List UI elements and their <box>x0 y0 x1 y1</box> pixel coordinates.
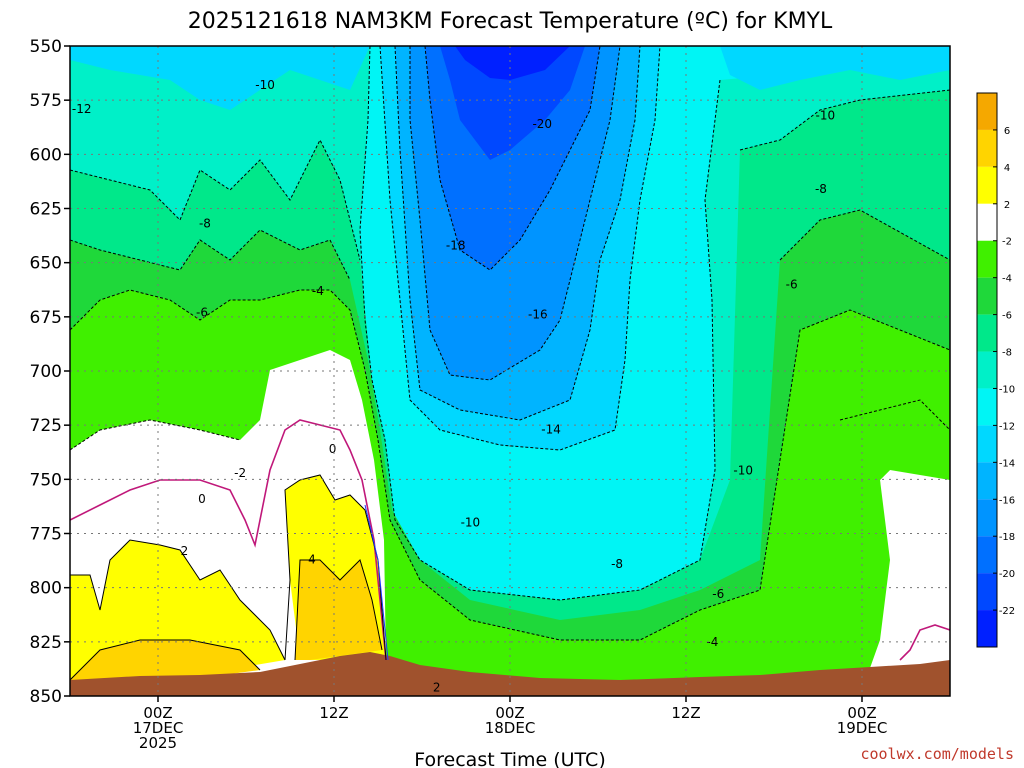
colorbar-swatch <box>977 351 997 389</box>
x-tick-label: 00Z <box>847 704 876 722</box>
contour-label: -18 <box>446 238 466 252</box>
contour-label: -10 <box>461 516 481 530</box>
y-tick-label: 675 <box>30 308 62 328</box>
colorbar-swatch <box>977 166 997 204</box>
y-tick-label: 800 <box>30 579 62 599</box>
contour-label: -4 <box>706 635 718 649</box>
contour-label: -6 <box>196 306 208 320</box>
y-tick-label: 850 <box>30 687 62 707</box>
chart-title: 2025121618 NAM3KM Forecast Temperature (… <box>188 9 833 34</box>
colorbar-frame <box>976 92 998 648</box>
y-tick-label: 575 <box>30 91 62 111</box>
x-tick-label: 00Z <box>143 704 172 722</box>
contour-label: -20 <box>532 117 552 131</box>
y-tick-label: 750 <box>30 470 62 490</box>
colorbar-label: 4 <box>1004 163 1010 174</box>
contour-label: 0 <box>329 442 337 456</box>
colorbar-label: -12 <box>999 421 1015 432</box>
colorbar-label: -22 <box>999 606 1015 617</box>
colorbar-swatch <box>977 499 997 537</box>
y-tick-label: 775 <box>30 525 62 545</box>
x-tick-label: 19DEC <box>837 719 888 737</box>
band-top-left-cyan <box>70 46 370 110</box>
x-tick-label: 12Z <box>319 704 348 722</box>
colorbar-label: -2 <box>1002 237 1012 248</box>
y-tick-label: 550 <box>30 37 62 57</box>
colorbar-swatch <box>977 536 997 574</box>
colorbar-label: -6 <box>1002 311 1012 322</box>
colorbar-label: -10 <box>999 384 1015 395</box>
colorbar-swatch <box>977 314 997 352</box>
contour-label: 0 <box>198 492 206 506</box>
contour-label: 4 <box>308 553 316 567</box>
contour-label: -6 <box>786 277 798 291</box>
colorbar: 6 4 2 -2 -4 -6 -8 -10 -12 -14 -16 -18 -20 -22 <box>976 92 1015 648</box>
x-tick-label: 00Z <box>495 704 524 722</box>
contour-label: -6 <box>712 587 724 601</box>
colorbar-label: -20 <box>999 569 1015 580</box>
colorbar-swatch <box>977 610 997 647</box>
contour-label: 2 <box>433 680 441 694</box>
contour-label: -14 <box>541 423 561 437</box>
band-plus4-mid <box>295 560 382 660</box>
colorbar-swatch <box>977 573 997 611</box>
colorbar-swatch <box>977 388 997 426</box>
band-minus22 <box>440 46 585 160</box>
band-minus24 <box>455 46 570 80</box>
x-tick-label: 18DEC <box>485 719 536 737</box>
temperature-field <box>70 46 950 696</box>
y-tick-label: 700 <box>30 362 62 382</box>
colorbar-label: 6 <box>1004 126 1010 137</box>
x-tick-label: 12Z <box>671 704 700 722</box>
colorbar-swatch <box>977 240 997 278</box>
y-tick-label: 650 <box>30 254 62 274</box>
colorbar-label: -14 <box>999 458 1015 469</box>
x-axis-label: Forecast Time (UTC) <box>414 749 605 768</box>
colorbar-swatch <box>977 129 997 167</box>
x-tick-label: 2025 <box>139 734 177 752</box>
colorbar-label: -8 <box>1002 348 1012 359</box>
colorbar-label: -18 <box>999 532 1015 543</box>
contour-label: 2 <box>181 544 189 558</box>
x-tick-label: 17DEC <box>133 719 184 737</box>
band-minus2-right <box>860 470 950 696</box>
terrain <box>70 652 950 696</box>
band-top-right-cyan <box>720 46 950 90</box>
contour-label: -16 <box>528 308 548 322</box>
contour-label: -10 <box>255 78 275 92</box>
contour-label: -4 <box>312 284 324 298</box>
colorbar-swatch <box>977 425 997 463</box>
y-axis: 550 575 600 625 650 675 700 725 750 775 800 825 850 <box>30 37 70 707</box>
contour-label: -8 <box>199 217 211 231</box>
contour-label: -8 <box>611 557 623 571</box>
colorbar-swatch <box>977 462 997 500</box>
contour-label: -12 <box>72 102 92 116</box>
y-tick-label: 825 <box>30 633 62 653</box>
contour-label: -2 <box>234 466 246 480</box>
colorbar-label: 2 <box>1004 200 1010 211</box>
warm-contours <box>70 474 389 681</box>
contour-lines <box>70 46 950 641</box>
colorbar-swatch <box>977 93 997 130</box>
y-tick-label: 625 <box>30 200 62 220</box>
band-minus4-right-lower <box>820 400 950 690</box>
colorbar-swatch <box>977 277 997 315</box>
source-credit: coolwx.com/models <box>860 745 1014 763</box>
colorbar-label: -4 <box>1002 274 1012 285</box>
contour-label: -8 <box>815 182 827 196</box>
contour-label-group: -12-10-8-6-4-200242-20-18-16-14-10-8-6-4… <box>72 78 835 694</box>
colorbar-swatch <box>977 203 997 241</box>
y-tick-label: 600 <box>30 145 62 165</box>
y-tick-label: 725 <box>30 416 62 436</box>
contour-label: -10 <box>733 464 753 478</box>
contour-label: -10 <box>816 108 836 122</box>
colorbar-label: -16 <box>999 495 1015 506</box>
freezing-line <box>70 419 950 661</box>
